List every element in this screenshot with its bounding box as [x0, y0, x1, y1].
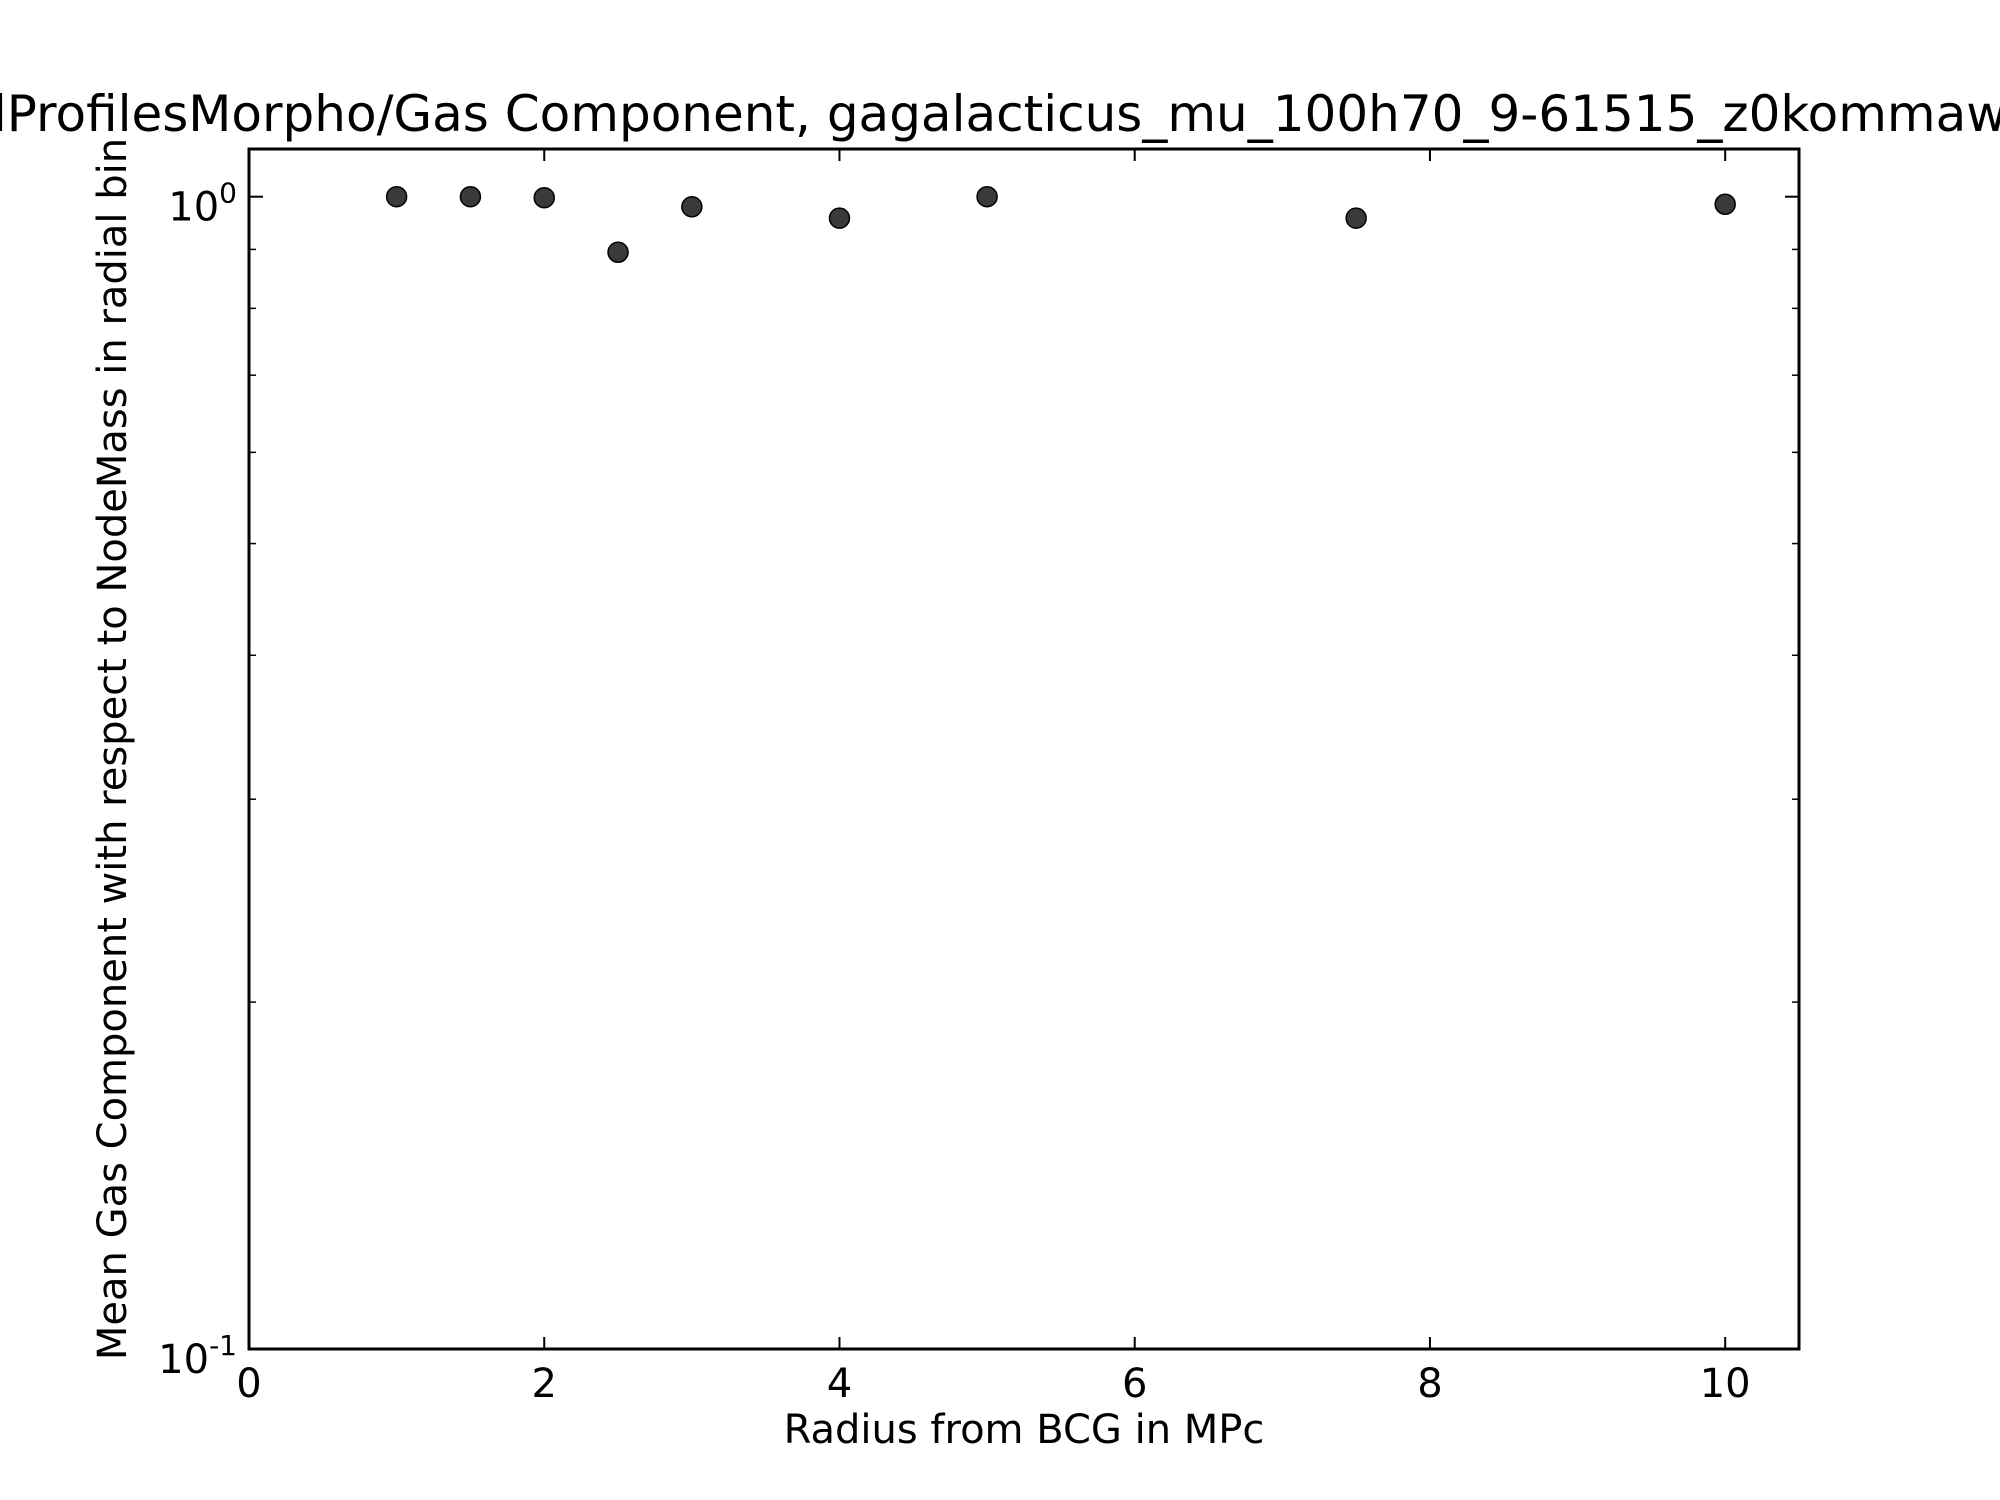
x-tick-label: 4 — [827, 1361, 852, 1407]
y-axis-ticks: 100 10-1 — [158, 177, 1799, 1383]
data-point — [1345, 207, 1367, 229]
data-point — [681, 196, 703, 218]
data-point — [1714, 193, 1736, 216]
x-axis-ticks: 0 2 4 6 8 10 — [236, 149, 1751, 1407]
y-tick-label: 10-1 — [158, 1329, 237, 1383]
data-point — [459, 185, 482, 208]
x-tick-label: 2 — [532, 1361, 557, 1407]
y-tick-label: 100 — [168, 177, 237, 231]
data-point — [533, 186, 555, 209]
plot-area — [247, 147, 1801, 1351]
chart-title: lProfilesMorpho/Gas Component, gagalacti… — [0, 85, 2000, 143]
x-axis-label: Radius from BCG in MPc — [784, 1407, 1265, 1453]
scatter-points — [385, 185, 1736, 263]
data-point — [385, 185, 408, 208]
x-tick-label: 0 — [236, 1361, 261, 1407]
y-minor-ticks — [249, 248, 1799, 1003]
y-axis-label: Mean Gas Component with respect to NodeM… — [90, 138, 136, 1360]
data-point — [828, 207, 851, 229]
x-tick-label: 8 — [1417, 1361, 1442, 1407]
x-tick-label: 10 — [1700, 1361, 1751, 1407]
x-tick-label: 6 — [1122, 1361, 1147, 1407]
data-point — [607, 241, 629, 263]
data-point — [976, 185, 998, 208]
